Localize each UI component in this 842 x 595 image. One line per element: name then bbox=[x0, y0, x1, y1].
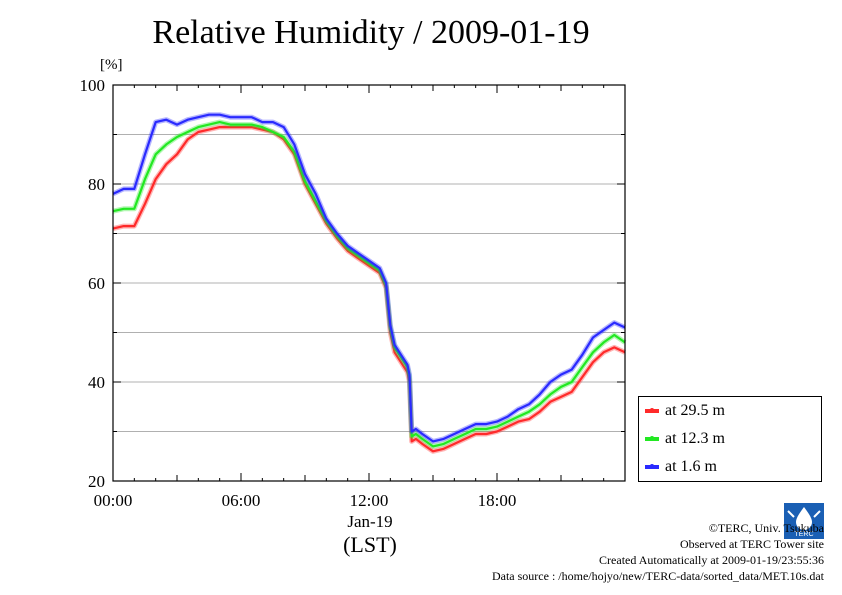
legend-label-1-6m: at 1.6 m bbox=[665, 458, 717, 475]
copyright-text: ©TERC, Univ. Tsukuba bbox=[708, 521, 824, 535]
chart-title: Relative Humidity / 2009-01-19 bbox=[152, 14, 590, 51]
series-line-at-29-5-m bbox=[112, 126, 626, 453]
legend: at 29.5 m at 12.3 m at 1.6 m bbox=[638, 396, 822, 482]
credits: ©TERC, Univ. Tsukuba Observed at TERC To… bbox=[492, 520, 824, 584]
observed-text: Observed at TERC Tower site bbox=[679, 537, 824, 551]
axis-ticks bbox=[112, 84, 626, 482]
created-text: Created Automatically at 2009-01-19/23:5… bbox=[599, 553, 824, 567]
series-line-at-1-6-m bbox=[112, 113, 626, 443]
x-tick-label-18: 18:00 bbox=[478, 491, 517, 510]
series-line-at-12-3-m bbox=[112, 121, 626, 448]
x-axis-timezone-label: (LST) bbox=[343, 532, 397, 557]
legend-item-1-6m: at 1.6 m bbox=[645, 457, 717, 477]
terc-logo-icon: TERC bbox=[784, 503, 824, 539]
x-tick-label-6: 06:00 bbox=[222, 491, 261, 510]
legend-item-12-3m: at 12.3 m bbox=[645, 429, 725, 449]
y-tick-label-20: 20 bbox=[88, 472, 105, 491]
y-tick-label-40: 40 bbox=[88, 373, 105, 392]
series-halo-at-1-6-m bbox=[111, 112, 627, 444]
x-axis-date-label: Jan-19 bbox=[347, 512, 393, 531]
legend-label-29-5m: at 29.5 m bbox=[665, 402, 725, 419]
x-tick-label-0: 00:00 bbox=[94, 491, 133, 510]
terc-logo-text: TERC bbox=[794, 531, 813, 538]
y-tick-label-60: 60 bbox=[88, 274, 105, 293]
legend-swatch-12-3m bbox=[645, 436, 659, 441]
legend-swatch-1-6m bbox=[645, 464, 659, 469]
source-text: Data source : /home/hojyo/new/TERC-data/… bbox=[491, 569, 824, 583]
tick-labels: 20 40 60 80 100 00:00 06:00 12:00 18:00 bbox=[80, 76, 517, 510]
legend-swatch-29-5m bbox=[645, 408, 659, 413]
series-lines bbox=[111, 112, 627, 454]
grid-lines bbox=[113, 134, 625, 432]
y-tick-label-80: 80 bbox=[88, 175, 105, 194]
x-tick-label-12: 12:00 bbox=[350, 491, 389, 510]
legend-item-29-5m: at 29.5 m bbox=[645, 401, 725, 421]
y-tick-label-100: 100 bbox=[80, 76, 106, 95]
legend-label-12-3m: at 12.3 m bbox=[665, 430, 725, 447]
y-axis-unit-label: [%] bbox=[100, 57, 123, 73]
